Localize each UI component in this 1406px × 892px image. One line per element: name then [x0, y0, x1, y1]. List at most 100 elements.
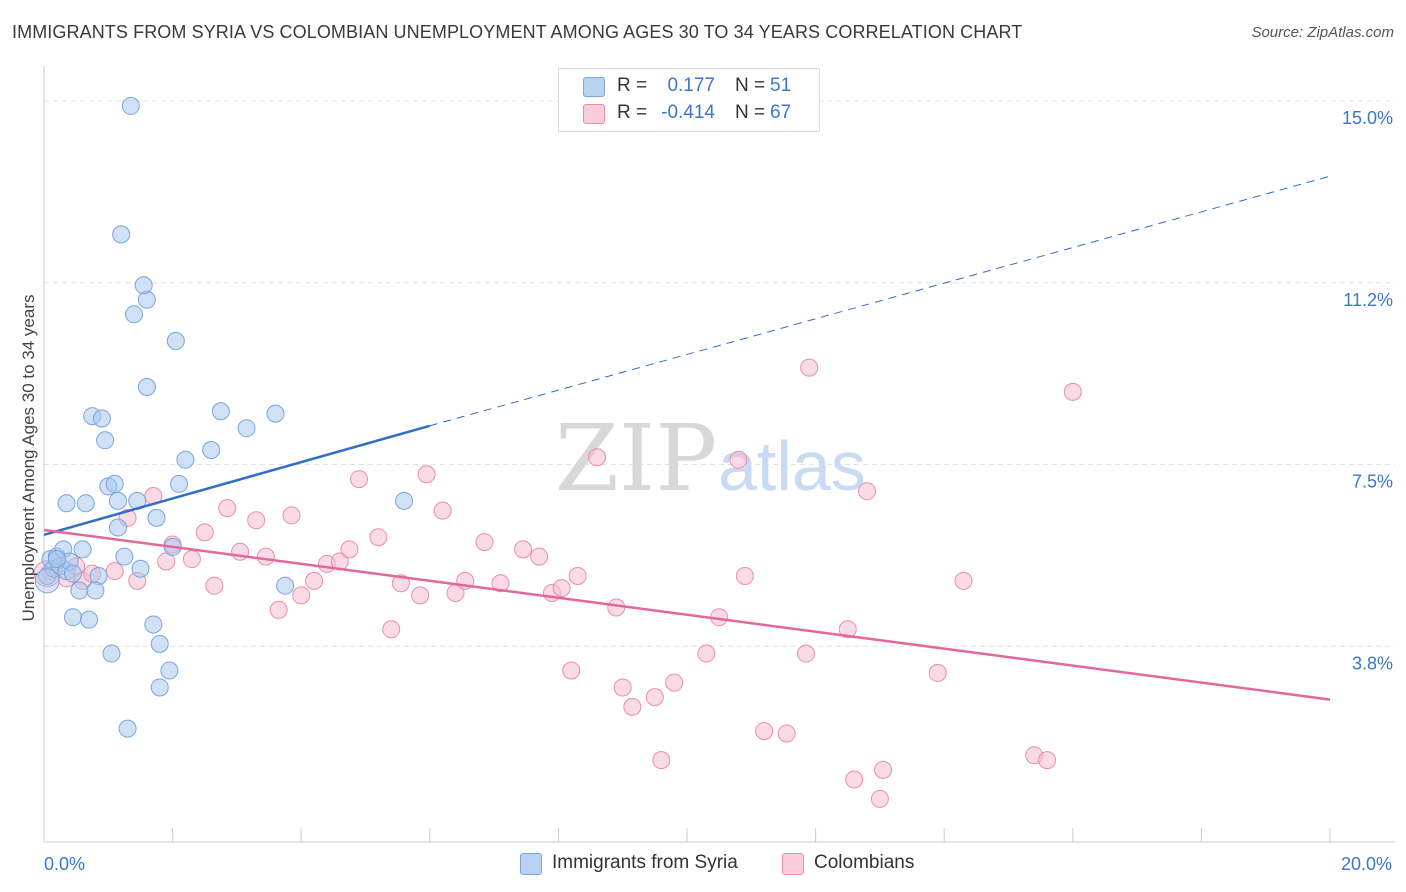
watermark: ZIP atlas [555, 405, 866, 512]
colombian-point [652, 751, 671, 770]
syria-point [102, 644, 121, 663]
colombian-point [838, 620, 857, 639]
trend-layer [43, 175, 1331, 701]
syria-point [63, 608, 82, 627]
syria-point [57, 494, 76, 513]
syria-point [150, 678, 169, 697]
colombian-point [382, 620, 401, 639]
colombian-point [735, 567, 754, 585]
colombian-point [1063, 382, 1082, 401]
colombian-point [282, 506, 301, 525]
colombian-trend-line [43, 528, 1331, 701]
syria-point [395, 491, 414, 510]
source-label: Source: ZipAtlas.com [1251, 24, 1394, 41]
axis-layer [43, 66, 1395, 843]
correlation-legend: R = 0.177 N = 51 R = -0.414 N = 67 [558, 68, 820, 132]
colombian-point [800, 358, 819, 377]
colombian-point [1038, 751, 1057, 770]
syria-point [118, 719, 137, 738]
colombian-point [218, 499, 237, 518]
syria-point [125, 305, 144, 324]
colombian-point [697, 644, 716, 663]
syria-point [147, 508, 166, 527]
legend-r-value: -0.414 [661, 102, 715, 123]
legend-r-value: 0.177 [667, 75, 715, 96]
tick-labels: 3.8% 7.5% 11.2% 15.0% 0.0% 20.0% [44, 108, 1393, 874]
colombian-point [182, 550, 201, 569]
syria-point [276, 576, 295, 595]
syria-point [112, 225, 131, 244]
syria-trend-extension [429, 175, 1331, 427]
bottom-legend-swatch-syria [520, 853, 542, 875]
points-layer [33, 96, 1082, 808]
colombian-point [305, 571, 324, 590]
colombian-point [796, 644, 815, 663]
syria-point [96, 431, 115, 450]
colombian-point [623, 697, 642, 716]
syria-point [89, 567, 108, 585]
colombian-point [568, 567, 587, 585]
colombian-point [391, 574, 410, 593]
colombian-point [665, 673, 684, 692]
colombian-point [562, 661, 581, 680]
colombian-point [755, 722, 774, 741]
syria-point [108, 491, 127, 510]
colombian-point [340, 540, 359, 559]
colombian-point [729, 450, 748, 469]
colombian-point [514, 540, 533, 559]
syria-point [76, 494, 95, 513]
legend-swatch-syria [583, 77, 605, 97]
syria-point [131, 559, 150, 578]
colombian-point [870, 789, 889, 808]
x-tick-label: 20.0% [1341, 854, 1392, 874]
x-tick-label: 0.0% [44, 854, 85, 874]
bottom-legend-label-colombia: Colombians [814, 852, 915, 873]
legend-n-label: N = [735, 102, 766, 123]
syria-point [237, 419, 256, 438]
legend-r-label: R = [617, 75, 648, 96]
syria-point [137, 378, 156, 396]
colombian-point [613, 678, 632, 697]
colombian-point [256, 547, 275, 566]
colombian-point [845, 770, 864, 789]
chart-title: IMMIGRANTS FROM SYRIA VS COLOMBIAN UNEMP… [12, 22, 1023, 42]
colombian-point [607, 598, 626, 617]
colombian-point [269, 600, 288, 619]
syria-point [266, 404, 285, 423]
syria-point [121, 96, 140, 115]
syria-point [160, 661, 179, 680]
colombian-point [530, 547, 549, 566]
y-tick-label: 3.8% [1352, 653, 1393, 673]
legend-row-colombia: R = -0.414 N = 67 [559, 101, 817, 127]
colombian-point [954, 571, 973, 590]
colombian-point [777, 724, 796, 743]
colombian-point [928, 663, 947, 682]
syria-point [108, 518, 127, 537]
colombian-point [874, 760, 893, 779]
watermark-zip: ZIP [555, 405, 717, 512]
colombian-point [105, 562, 124, 581]
syria-point [202, 441, 221, 459]
colombian-point [292, 586, 311, 605]
colombian-point [247, 511, 266, 530]
syria-point [63, 564, 82, 583]
syria-point [176, 450, 195, 469]
bottom-legend-swatch-colombia [782, 853, 804, 875]
colombian-point [858, 482, 877, 501]
syria-point [137, 290, 156, 309]
syria-point [86, 581, 105, 600]
colombian-point [645, 688, 664, 707]
syria-point [134, 276, 153, 295]
y-axis-label: Unemployment Among Ages 30 to 34 years [19, 295, 38, 622]
colombian-point [433, 501, 452, 520]
colombian-point [411, 586, 430, 605]
legend-swatch-colombia [583, 104, 605, 124]
legend-r-label: R = [617, 102, 648, 123]
legend-row-syria: R = 0.177 N = 51 [559, 74, 817, 100]
colombian-point [417, 465, 436, 484]
colombian-point [350, 470, 369, 489]
syria-point [115, 547, 134, 566]
legend-n-value: 67 [770, 102, 792, 123]
syria-point [211, 402, 230, 421]
